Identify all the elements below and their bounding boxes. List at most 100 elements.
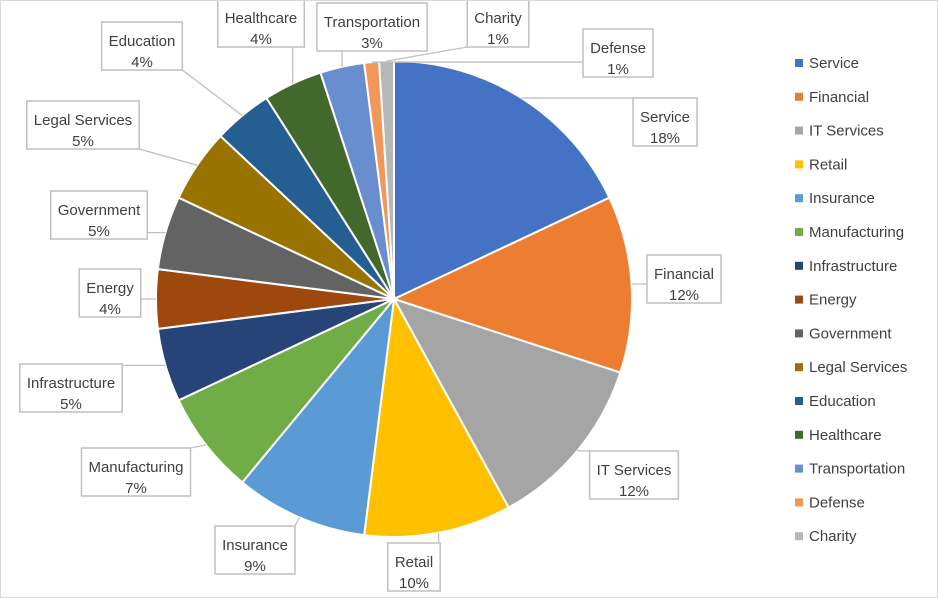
legend-label: Energy (809, 292, 857, 309)
legend-label: Manufacturing (809, 224, 904, 241)
data-label: Legal Services 5% (26, 100, 140, 150)
data-label-box (632, 97, 698, 147)
legend-swatch (795, 194, 803, 203)
data-label-category: Legal Services (34, 112, 132, 129)
data-label-percent: 7% (125, 480, 147, 497)
leader-lines (122, 46, 647, 543)
legend: Service Financial IT Services Retail Insuran… (795, 55, 907, 545)
legend-swatch (795, 126, 803, 135)
data-label-category: Financial (654, 266, 714, 283)
pie-slices (155, 59, 633, 538)
legend-swatch (795, 228, 803, 236)
data-label-box (646, 254, 722, 304)
legend-swatch (795, 430, 803, 439)
data-label-category: Energy (86, 280, 134, 297)
data-label-box (588, 450, 680, 500)
leader-line (190, 444, 207, 449)
data-label-category: IT Services (597, 462, 672, 479)
data-label: Service 18% (632, 97, 698, 147)
data-label-category: Insurance (222, 537, 288, 554)
leader-line (294, 517, 301, 527)
legend-swatch (795, 329, 803, 338)
legend-swatch (795, 261, 803, 270)
data-label-box (582, 28, 654, 78)
data-label-percent: 4% (99, 301, 121, 318)
data-label-box (214, 525, 296, 575)
data-label-percent: 9% (244, 558, 266, 575)
data-label-percent: 12% (619, 483, 649, 500)
data-label: Energy 4% (78, 268, 142, 318)
legend-label: Transportation (809, 461, 905, 478)
legend-swatch (795, 160, 803, 169)
data-label-box (49, 190, 149, 240)
data-label: Manufacturing 7% (80, 447, 192, 497)
data-label-box (387, 542, 441, 592)
data-label: Charity 1% (466, 1, 530, 48)
data-label-percent: 12% (669, 287, 699, 304)
data-label-box (19, 363, 123, 413)
data-label-category: Defense (590, 40, 646, 57)
data-label: Infrastructure 5% (19, 363, 123, 413)
pie-slice-retail (363, 295, 511, 538)
data-label-category: Healthcare (225, 10, 298, 27)
data-label-category: Retail (395, 554, 433, 571)
pie-slice-manufacturing (177, 298, 395, 484)
legend-label: Legal Services (809, 359, 907, 376)
data-label: Defense 1% (582, 28, 654, 78)
data-label-box (26, 100, 140, 150)
data-label-percent: 10% (399, 575, 429, 592)
data-label: Financial 12% (646, 254, 722, 304)
data-label-box (316, 2, 428, 52)
legend-swatch (795, 464, 803, 473)
data-label-percent: 1% (607, 61, 629, 78)
legend-swatch (795, 59, 803, 67)
data-label-category: Transportation (324, 14, 420, 31)
legend-swatch (795, 532, 803, 541)
data-label-percent: 5% (60, 396, 82, 413)
data-label-box (80, 447, 192, 497)
legend-label: Service (809, 55, 859, 72)
data-label-category: Education (109, 33, 176, 50)
data-label: Retail 10% (387, 542, 441, 592)
leader-line (386, 46, 468, 62)
data-label-box (216, 1, 306, 48)
legend-swatch (795, 363, 803, 372)
data-label-category: Charity (474, 10, 522, 27)
data-label-percent: 4% (131, 54, 153, 71)
data-labels: Service 18% Financial 12% IT Services 12% Reta… (19, 1, 722, 592)
legend-label: Defense (809, 494, 865, 511)
legend-label: Infrastructure (809, 258, 897, 275)
data-label: Transportation 3% (316, 2, 428, 52)
data-label: Healthcare 4% (216, 1, 306, 48)
data-label: Education 4% (100, 21, 184, 71)
legend-swatch (795, 92, 803, 101)
legend-swatch (795, 397, 803, 405)
legend-label: Education (809, 393, 876, 410)
data-label-percent: 4% (250, 31, 272, 48)
data-label-category: Infrastructure (27, 375, 115, 392)
data-label-percent: 5% (88, 223, 110, 240)
legend-swatch (795, 498, 803, 507)
leader-line (139, 148, 198, 166)
data-label-percent: 1% (487, 31, 509, 48)
data-label: Government 5% (49, 190, 149, 240)
data-label: Insurance 9% (214, 525, 296, 575)
leader-line (181, 69, 243, 117)
data-label-percent: 5% (72, 133, 94, 150)
data-label-box (78, 268, 142, 318)
data-label-category: Service (640, 109, 690, 126)
data-label: IT Services 12% (588, 450, 680, 500)
data-label-percent: 3% (361, 35, 383, 52)
legend-label: Healthcare (809, 427, 882, 444)
legend-label: Financial (809, 89, 869, 106)
legend-label: Insurance (809, 190, 875, 207)
pie-slice-financial (391, 196, 633, 374)
data-label-box (100, 21, 184, 71)
data-label-percent: 18% (650, 130, 680, 147)
data-label-box (466, 1, 530, 48)
legend-label: Government (809, 325, 892, 342)
data-label-category: Government (58, 202, 141, 219)
pie-slice-it-services (391, 297, 622, 509)
